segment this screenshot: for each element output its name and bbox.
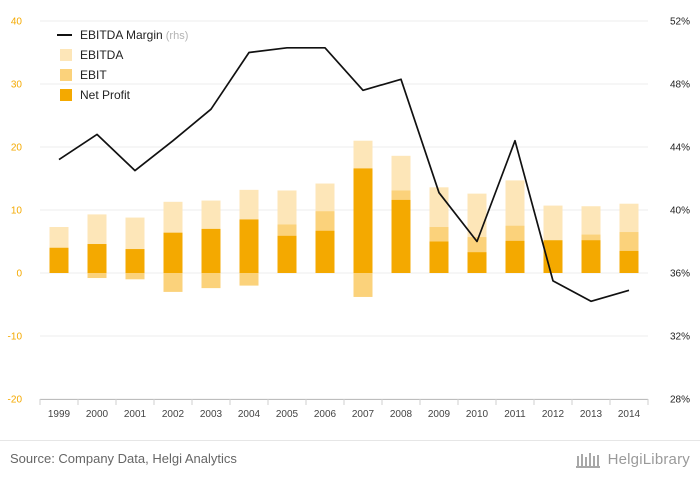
bar-ebit — [239, 273, 259, 286]
x-tick-label: 2004 — [238, 409, 261, 420]
bar-net-profit — [163, 232, 183, 273]
bar-ebit — [163, 273, 183, 292]
bar-net-profit — [125, 249, 145, 273]
axes: -20 28% -10 32% 0 36% 10 40% 20 44% 30 48% 40 52% 1999… — [8, 17, 691, 421]
y-left-tick-label: 40 — [11, 17, 23, 28]
legend: EBITDA Margin (rhs) EBITDA EBIT Net Profit — [57, 28, 188, 102]
bar-series — [49, 140, 639, 297]
bar-net-profit — [619, 250, 639, 273]
x-tick-label: 2012 — [542, 409, 565, 420]
line-series — [58, 46, 630, 303]
y-left-tick-label: -10 — [8, 332, 23, 343]
y-left-tick-label: -20 — [8, 395, 23, 406]
y-left-tick-label: 20 — [11, 143, 23, 154]
y-left-tick-label: 30 — [11, 80, 23, 91]
legend-swatch — [60, 49, 72, 61]
y-left-tick-label: 0 — [16, 269, 22, 280]
y-right-tick-label: 28% — [670, 395, 690, 406]
bar-net-profit — [277, 235, 297, 273]
x-tick-label: 2011 — [504, 409, 526, 420]
source-note: Source: Company Data, Helgi Analytics — [10, 451, 237, 466]
x-tick-label: 2002 — [162, 409, 185, 420]
x-tick-label: 2010 — [466, 409, 489, 420]
x-tick-label: 2003 — [200, 409, 223, 420]
bar-net-profit — [505, 240, 525, 273]
bar-ebit — [87, 273, 107, 279]
y-right-tick-label: 40% — [670, 206, 690, 217]
x-tick-label: 2006 — [314, 409, 337, 420]
x-tick-label: 2014 — [618, 409, 641, 420]
y-right-tick-label: 36% — [670, 269, 690, 280]
bar-net-profit — [315, 230, 335, 273]
x-tick-label: 2001 — [124, 409, 147, 420]
legend-label-suffix: (rhs) — [163, 30, 189, 42]
bar-net-profit — [429, 241, 449, 273]
footer-divider — [0, 440, 700, 441]
bar-net-profit — [391, 199, 411, 273]
y-right-tick-label: 32% — [670, 332, 690, 343]
bar-net-profit — [353, 168, 373, 273]
x-tick-label: 2005 — [276, 409, 299, 420]
legend-label: EBITDA — [80, 48, 123, 62]
legend-label: EBIT — [80, 68, 107, 82]
legend-swatch — [60, 69, 72, 81]
x-tick-label: 1999 — [48, 409, 71, 420]
y-right-tick-label: 48% — [670, 80, 690, 91]
bar-net-profit — [581, 240, 601, 273]
brand-name: HelgiLibrary — [607, 450, 690, 468]
chart: -20 28% -10 32% 0 36% 10 40% 20 44% 30 48% 40 52% 1999… — [8, 17, 691, 421]
y-right-tick-label: 52% — [670, 17, 690, 28]
bar-ebit — [353, 273, 373, 297]
y-left-tick-label: 10 — [11, 206, 23, 217]
legend-label: EBITDA Margin (rhs) — [80, 28, 188, 42]
brand-logo[interactable]: HelgiLibrary — [575, 448, 690, 470]
x-tick-label: 2007 — [352, 409, 375, 420]
x-tick-label: 2008 — [390, 409, 413, 420]
x-tick-label: 2013 — [580, 409, 603, 420]
bar-net-profit — [201, 228, 221, 273]
bar-net-profit — [49, 247, 69, 273]
legend-swatch — [60, 89, 72, 101]
bar-net-profit — [239, 219, 259, 273]
legend-label: Net Profit — [80, 88, 131, 102]
x-tick-label: 2009 — [428, 409, 451, 420]
line-ebitda-margin — [58, 46, 630, 303]
bar-ebit — [125, 273, 145, 280]
library-icon — [575, 453, 600, 468]
x-tick-label: 2000 — [86, 409, 109, 420]
bar-net-profit — [467, 252, 487, 273]
bar-ebit — [201, 273, 221, 289]
y-right-tick-label: 44% — [670, 143, 690, 154]
bar-net-profit — [87, 244, 107, 273]
